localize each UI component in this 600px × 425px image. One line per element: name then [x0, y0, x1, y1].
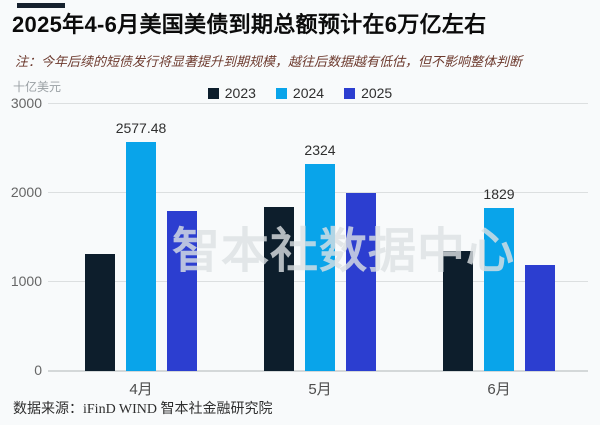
y-tick-label: 1000	[10, 273, 42, 289]
y-tick-label: 0	[34, 362, 42, 378]
data-source: 数据来源：iFinD WIND 智本社金融研究院	[13, 402, 273, 417]
legend-item-2023: 2023	[207, 85, 256, 101]
bar-value-label: 1829	[483, 186, 515, 203]
legend-swatch-icon	[207, 87, 219, 99]
y-tick-label: 2000	[10, 184, 42, 200]
bar-value-label: 2324	[304, 142, 336, 159]
legend: 2023 2024 2025	[0, 85, 600, 101]
legend-label: 2024	[292, 85, 325, 101]
gridline	[48, 103, 588, 104]
legend-swatch-icon	[275, 87, 287, 99]
accent-bar	[17, 3, 65, 8]
bar-2023-5月	[264, 207, 294, 371]
x-tick-label: 6月	[487, 381, 511, 398]
x-axis-line	[48, 370, 588, 372]
bar-2024-5月	[305, 164, 335, 371]
y-tick-label: 3000	[10, 95, 42, 111]
bar-2023-4月	[85, 253, 115, 371]
chart-note: 注：今年后续的短债发行将显著提升到期规模，越往后数据越有低估，但不影响整体判断	[15, 54, 523, 69]
x-tick-label: 5月	[308, 381, 332, 398]
x-tick-label: 4月	[129, 381, 153, 398]
bar-value-label: 2577.48	[115, 119, 167, 136]
legend-item-2024: 2024	[275, 85, 325, 101]
watermark: 智本社数据中心	[172, 225, 516, 278]
bar-2024-4月	[126, 141, 156, 371]
bar-2023-6月	[443, 251, 473, 371]
chart-title: 2025年4-6月美国美债到期总额预计在6万亿左右	[12, 12, 487, 37]
bar-2024-6月	[484, 208, 514, 371]
bar-2025-6月	[525, 264, 555, 371]
legend-label: 2023	[224, 85, 256, 101]
legend-swatch-icon	[344, 87, 356, 99]
legend-item-2025: 2025	[344, 85, 392, 101]
y-axis-unit-label: 十亿美元	[13, 80, 62, 94]
bar-2025-4月	[167, 210, 197, 371]
bar-2025-5月	[346, 192, 376, 371]
legend-label: 2025	[361, 85, 393, 101]
